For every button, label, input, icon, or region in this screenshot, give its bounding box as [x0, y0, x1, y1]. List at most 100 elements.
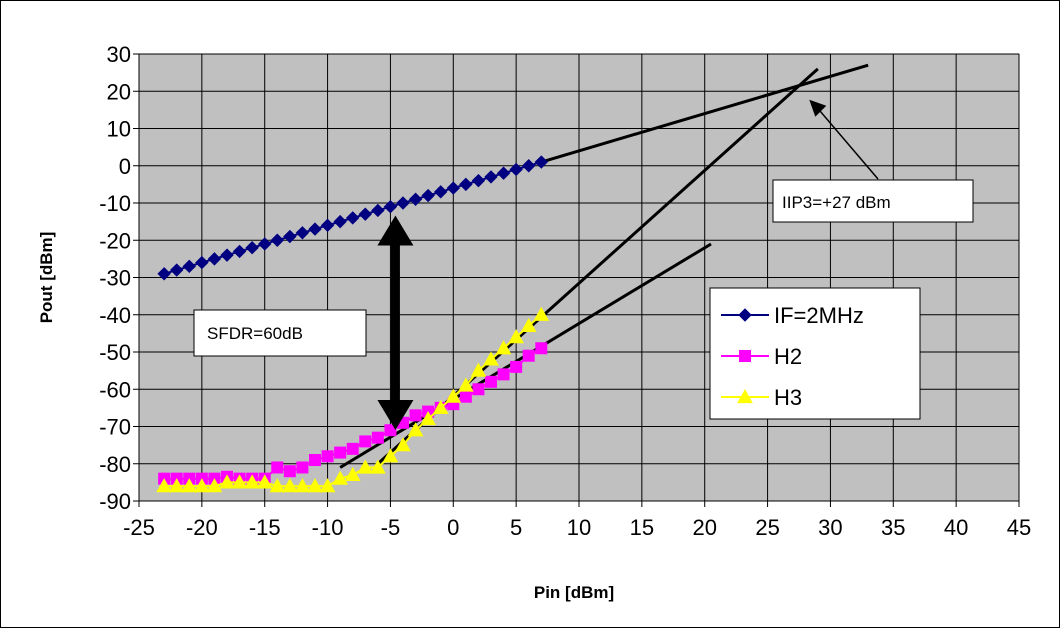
data-point [245, 240, 259, 255]
data-point [371, 431, 384, 444]
data-point [334, 446, 347, 459]
y-tick-labels: 30 20 10 0 -10 -20 -30 -40 -50 -60 -70 -80 -90 [99, 42, 131, 514]
data-point [295, 226, 310, 240]
y-tick-label: -10 [99, 191, 131, 216]
data-point [459, 390, 472, 403]
data-point [321, 450, 334, 463]
data-point [170, 263, 184, 277]
data-point [182, 259, 196, 274]
x-tick-label: -20 [186, 515, 218, 540]
x-axis-title: Pin [dBm] [534, 583, 614, 602]
y-tick-label: -70 [99, 415, 131, 440]
x-tick-label: 5 [510, 515, 522, 540]
data-point [522, 159, 536, 173]
data-point [296, 461, 309, 474]
data-point [332, 470, 348, 485]
legend-swatch-marker [737, 388, 753, 404]
data-point [207, 252, 222, 266]
data-point [470, 362, 487, 377]
sfdr-arrow-head-up [377, 215, 414, 246]
data-point [307, 478, 323, 493]
data-point [358, 207, 372, 221]
x-tick-label: 10 [567, 515, 591, 540]
data-point [256, 474, 273, 489]
y-tick-label: 10 [107, 117, 131, 142]
x-tick-label: 40 [944, 515, 968, 540]
y-tick-label: 0 [119, 154, 131, 179]
legend-swatch-marker [738, 308, 752, 322]
x-tick-label: -15 [249, 515, 281, 540]
data-point [219, 474, 235, 489]
y-axis-title: Pout [dBm] [37, 232, 56, 324]
data-point [232, 244, 247, 259]
x-tick-label: 15 [630, 515, 654, 540]
data-point [346, 211, 360, 225]
y-tick-label: -30 [99, 266, 131, 291]
data-point [283, 465, 296, 478]
data-point [483, 351, 499, 366]
x-tick-label: -25 [123, 515, 155, 540]
data-point [309, 454, 321, 467]
x-tick-label: -10 [312, 515, 344, 540]
data-point [195, 255, 209, 270]
data-point [206, 478, 223, 493]
data-point [509, 162, 523, 177]
iip3-label: IIP3=+27 dBm [782, 193, 891, 212]
series-h3 [156, 306, 550, 493]
data-point [420, 411, 436, 426]
data-point [396, 196, 410, 210]
data-point [421, 188, 435, 203]
data-point [258, 237, 272, 251]
data-point [333, 214, 347, 229]
data-point [319, 478, 336, 493]
iip3-arrow-shaft [816, 107, 879, 180]
data-point [472, 383, 485, 396]
data-point [156, 478, 172, 493]
data-point [408, 192, 423, 206]
sfdr-arrow-head-down [377, 399, 414, 430]
data-point [231, 474, 248, 489]
legend-label: H3 [774, 385, 802, 410]
data-point [384, 424, 397, 437]
data-point [383, 200, 398, 214]
annotations: SFDR=60dB IIP3=+27 dBm [193, 99, 974, 430]
data-point [283, 229, 297, 244]
data-point [346, 442, 359, 455]
x-tick-label: 30 [818, 515, 842, 540]
data-point [458, 377, 474, 392]
data-point [270, 233, 284, 247]
data-point [471, 173, 486, 188]
data-point [496, 166, 511, 180]
sfdr-label: SFDR=60dB [207, 324, 303, 343]
data-point [522, 349, 535, 362]
data-point [485, 375, 497, 388]
gridlines [133, 53, 1020, 507]
legend-entry: H2 [721, 344, 802, 369]
y-tick-label: -40 [99, 303, 131, 328]
data-point [434, 185, 448, 199]
y-tick-label: -60 [99, 377, 131, 402]
x-tick-label: 45 [1007, 515, 1031, 540]
sfdr-label-box [193, 309, 367, 357]
data-point [484, 170, 498, 184]
data-point [432, 399, 449, 414]
data-point [445, 388, 462, 403]
data-point [271, 461, 284, 474]
x-tick-labels: -25 -20 -15 -10 -5 0 5 10 15 20 25 30 35 40 45 [123, 515, 1031, 540]
legend-label: H2 [774, 344, 802, 369]
x-tick-label: 35 [881, 515, 905, 540]
data-point [534, 155, 548, 169]
legend-entry: H3 [721, 385, 802, 410]
iip3-arrow-head [809, 99, 827, 117]
data-point [308, 222, 322, 236]
data-point [446, 181, 460, 195]
x-tick-label: 20 [692, 515, 716, 540]
data-point [409, 409, 422, 422]
data-point [533, 306, 550, 321]
x-tick-label: 0 [447, 515, 459, 540]
data-point [282, 478, 298, 493]
iip3-label-box [772, 179, 974, 223]
data-point [535, 342, 548, 355]
